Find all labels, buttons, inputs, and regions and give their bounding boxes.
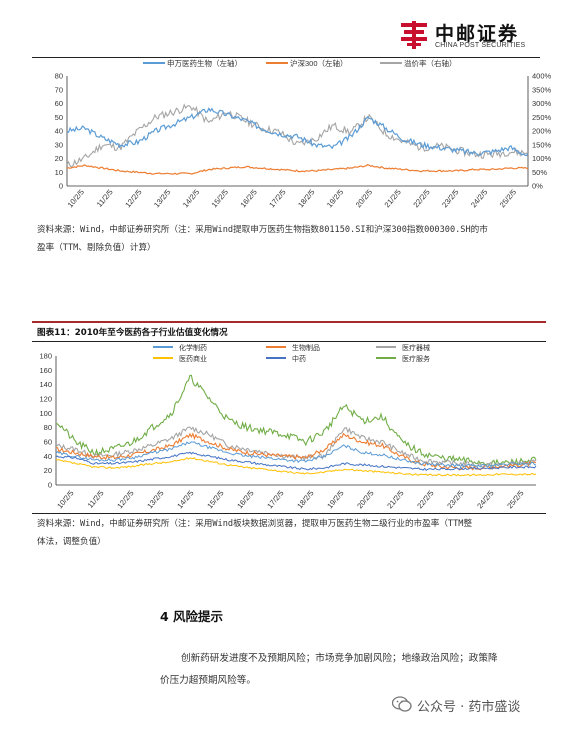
risk-body-line1: 创新药研发进度不及预期风险；市场竞争加剧风险；地缘政治风险；政策降 — [181, 653, 498, 664]
chart2-left-tick: 120 — [39, 395, 52, 404]
chart1-x-tick: 16/2/5 — [239, 188, 259, 210]
chart2-source-line1: 资料来源：Wind，中邮证券研究所（注：采用Wind板块数据浏览器，提取申万医药… — [37, 519, 473, 529]
watermark-text: 公众号 · 药市盛谈 — [417, 700, 521, 715]
logo-chinese-name: 中邮证券 — [435, 23, 520, 45]
chart1-right-tick: 50% — [532, 168, 547, 177]
chart1-left-tick: 20 — [55, 154, 63, 163]
line-commerce — [55, 457, 537, 477]
line-service — [55, 374, 537, 468]
chart2-x-tick: 23/2/5 — [445, 489, 465, 511]
section-heading-risk: 4 风险提示 — [160, 609, 224, 624]
chart2-x-tick: 10/2/5 — [55, 489, 75, 511]
chart2-x-tick: 22/2/5 — [415, 489, 435, 511]
legend-label-device: 医疗器械 — [402, 343, 430, 352]
line-chem — [55, 441, 536, 468]
figure-title-bottom-rule — [32, 341, 546, 342]
chart1-right-tick: 300% — [532, 99, 552, 108]
chart2-x-tick: 16/2/5 — [235, 489, 255, 511]
chart2-x-tick: 13/2/5 — [145, 489, 165, 511]
chart1-x-tick: 12/2/5 — [123, 188, 143, 210]
chart1-x-tick: 14/2/5 — [181, 188, 201, 210]
legend-label-commerce: 医药商业 — [179, 354, 207, 363]
chart1-x-tick: 18/2/5 — [296, 188, 316, 210]
legend-label-pharma: 申万医药生物（左轴） — [167, 58, 242, 68]
chart1-left-tick: 80 — [55, 72, 63, 81]
chart2-x-tick: 11/2/5 — [86, 489, 106, 510]
chart1-right-tick: 100% — [532, 154, 552, 163]
legend-label-hs300: 沪深300（左轴） — [290, 58, 348, 68]
wechat-icon — [392, 696, 412, 712]
line-tcm — [55, 451, 537, 471]
chart1-x-tick: 17/2/5 — [267, 188, 287, 210]
chart2-x-tick: 12/2/5 — [115, 489, 135, 511]
chart1-x-tick: 15/2/5 — [210, 188, 230, 210]
chart1-x-tick: 23/2/5 — [440, 188, 460, 210]
chart1-right-tick: 150% — [532, 140, 552, 149]
chart2-left-tick: 60 — [44, 438, 52, 447]
risk-body-line2: 价压力超预期风险等。 — [160, 675, 256, 686]
chart2-left-tick: 0 — [48, 481, 52, 490]
chart1-x-tick: 21/2/5 — [383, 188, 403, 210]
chart2-x-tick: 15/2/5 — [205, 489, 225, 511]
figure-11-title: 图表11：2010年至今医药各子行业估值变化情况 — [37, 328, 228, 338]
figure-title-top-rule — [32, 321, 546, 323]
chart2-left-tick: 20 — [44, 466, 52, 475]
legend-label-tcm: 中药 — [292, 354, 306, 363]
chart2-source-line2: 体法，调整负值） — [37, 537, 106, 547]
chart2-x-tick: 24/2/5 — [475, 489, 495, 511]
legend-label-bio: 生物制品 — [292, 343, 320, 352]
chart1-x-tick: 11/2/5 — [95, 188, 115, 209]
chart1-x-tick: 24/2/5 — [469, 188, 489, 210]
chart2-left-tick: 100 — [39, 409, 52, 418]
chart2-left-tick: 80 — [44, 423, 52, 432]
chart1-legend: 申万医药生物（左轴） 沪深300（左轴） 溢价率（右轴） — [143, 58, 457, 68]
chart2-bottom-rule — [32, 513, 546, 514]
chart1-x-tick: 20/2/5 — [354, 188, 374, 210]
chart2-x-tick: 21/2/5 — [385, 489, 405, 511]
header-divider — [32, 57, 540, 58]
chart1-left-tick: 0 — [59, 182, 63, 191]
chart1-right-tick: 200% — [532, 127, 552, 136]
chart1-left-tick: 10 — [55, 168, 63, 177]
line-device — [55, 426, 537, 468]
chart2-left-tick: 140 — [39, 380, 52, 389]
chart2-left-tick: 160 — [39, 366, 52, 375]
chart1-right-tick: 0% — [532, 182, 543, 191]
chart2-x-tick: 14/2/5 — [175, 489, 195, 511]
chart1-left-tick: 30 — [55, 140, 63, 149]
chart2-left-tick: 180 — [39, 352, 52, 361]
legend-label-chem: 化学制药 — [179, 343, 207, 352]
chart1-x-tick: 13/2/5 — [152, 188, 172, 210]
chart1-right-tick: 400% — [532, 72, 552, 81]
line-bio — [55, 432, 537, 471]
chart2-x-tick: 17/2/5 — [265, 489, 285, 511]
logo-english-name: CHINA POST SECURITIES — [435, 42, 526, 49]
china-post-logo-icon — [401, 21, 427, 49]
legend-label-service: 医疗服务 — [402, 354, 430, 363]
chart-subsector-valuation: 化学制药 生物制品 医疗器械 医药商业 中药 医疗服务 180 160 140 120… — [39, 343, 537, 511]
chart1-right-tick: 250% — [532, 113, 552, 122]
chart1-x-tick: 10/2/5 — [66, 188, 86, 210]
chart2-legend: 化学制药 生物制品 医疗器械 医药商业 中药 医疗服务 — [153, 343, 430, 363]
chart1-source-line1: 资料来源：Wind，中邮证券研究所（注：采用Wind提取申万医药生物指数8011… — [37, 225, 488, 235]
chart1-left-tick: 40 — [55, 127, 63, 136]
chart1-left-tick: 60 — [55, 99, 63, 108]
chart2-x-tick: 18/2/5 — [295, 489, 315, 511]
line-pharma — [66, 107, 529, 157]
chart2-left-tick: 40 — [44, 452, 52, 461]
legend-label-premium: 溢价率（右轴） — [404, 58, 457, 68]
chart-pe-premium: 申万医药生物（左轴） 沪深300（左轴） 溢价率（右轴） 80 70 60 50 40 3… — [55, 58, 552, 210]
chart2-x-tick: 19/2/5 — [325, 489, 345, 511]
chart1-x-tick: 19/2/5 — [325, 188, 345, 210]
chart2-x-tick: 25/2/5 — [505, 489, 525, 511]
chart1-x-tick: 22/2/5 — [411, 188, 431, 210]
line-hs300 — [66, 164, 529, 175]
company-logo: 中邮证券 CHINA POST SECURITIES — [397, 18, 537, 52]
chart1-left-tick: 70 — [55, 85, 63, 94]
chart1-right-tick: 350% — [532, 85, 552, 94]
chart1-source-line2: 盈率（TTM、剔除负值）计算） — [37, 243, 156, 253]
chart2-x-tick: 20/2/5 — [355, 489, 375, 511]
chart1-x-tick: 25/2/5 — [498, 188, 518, 210]
chart1-left-tick: 50 — [55, 113, 63, 122]
